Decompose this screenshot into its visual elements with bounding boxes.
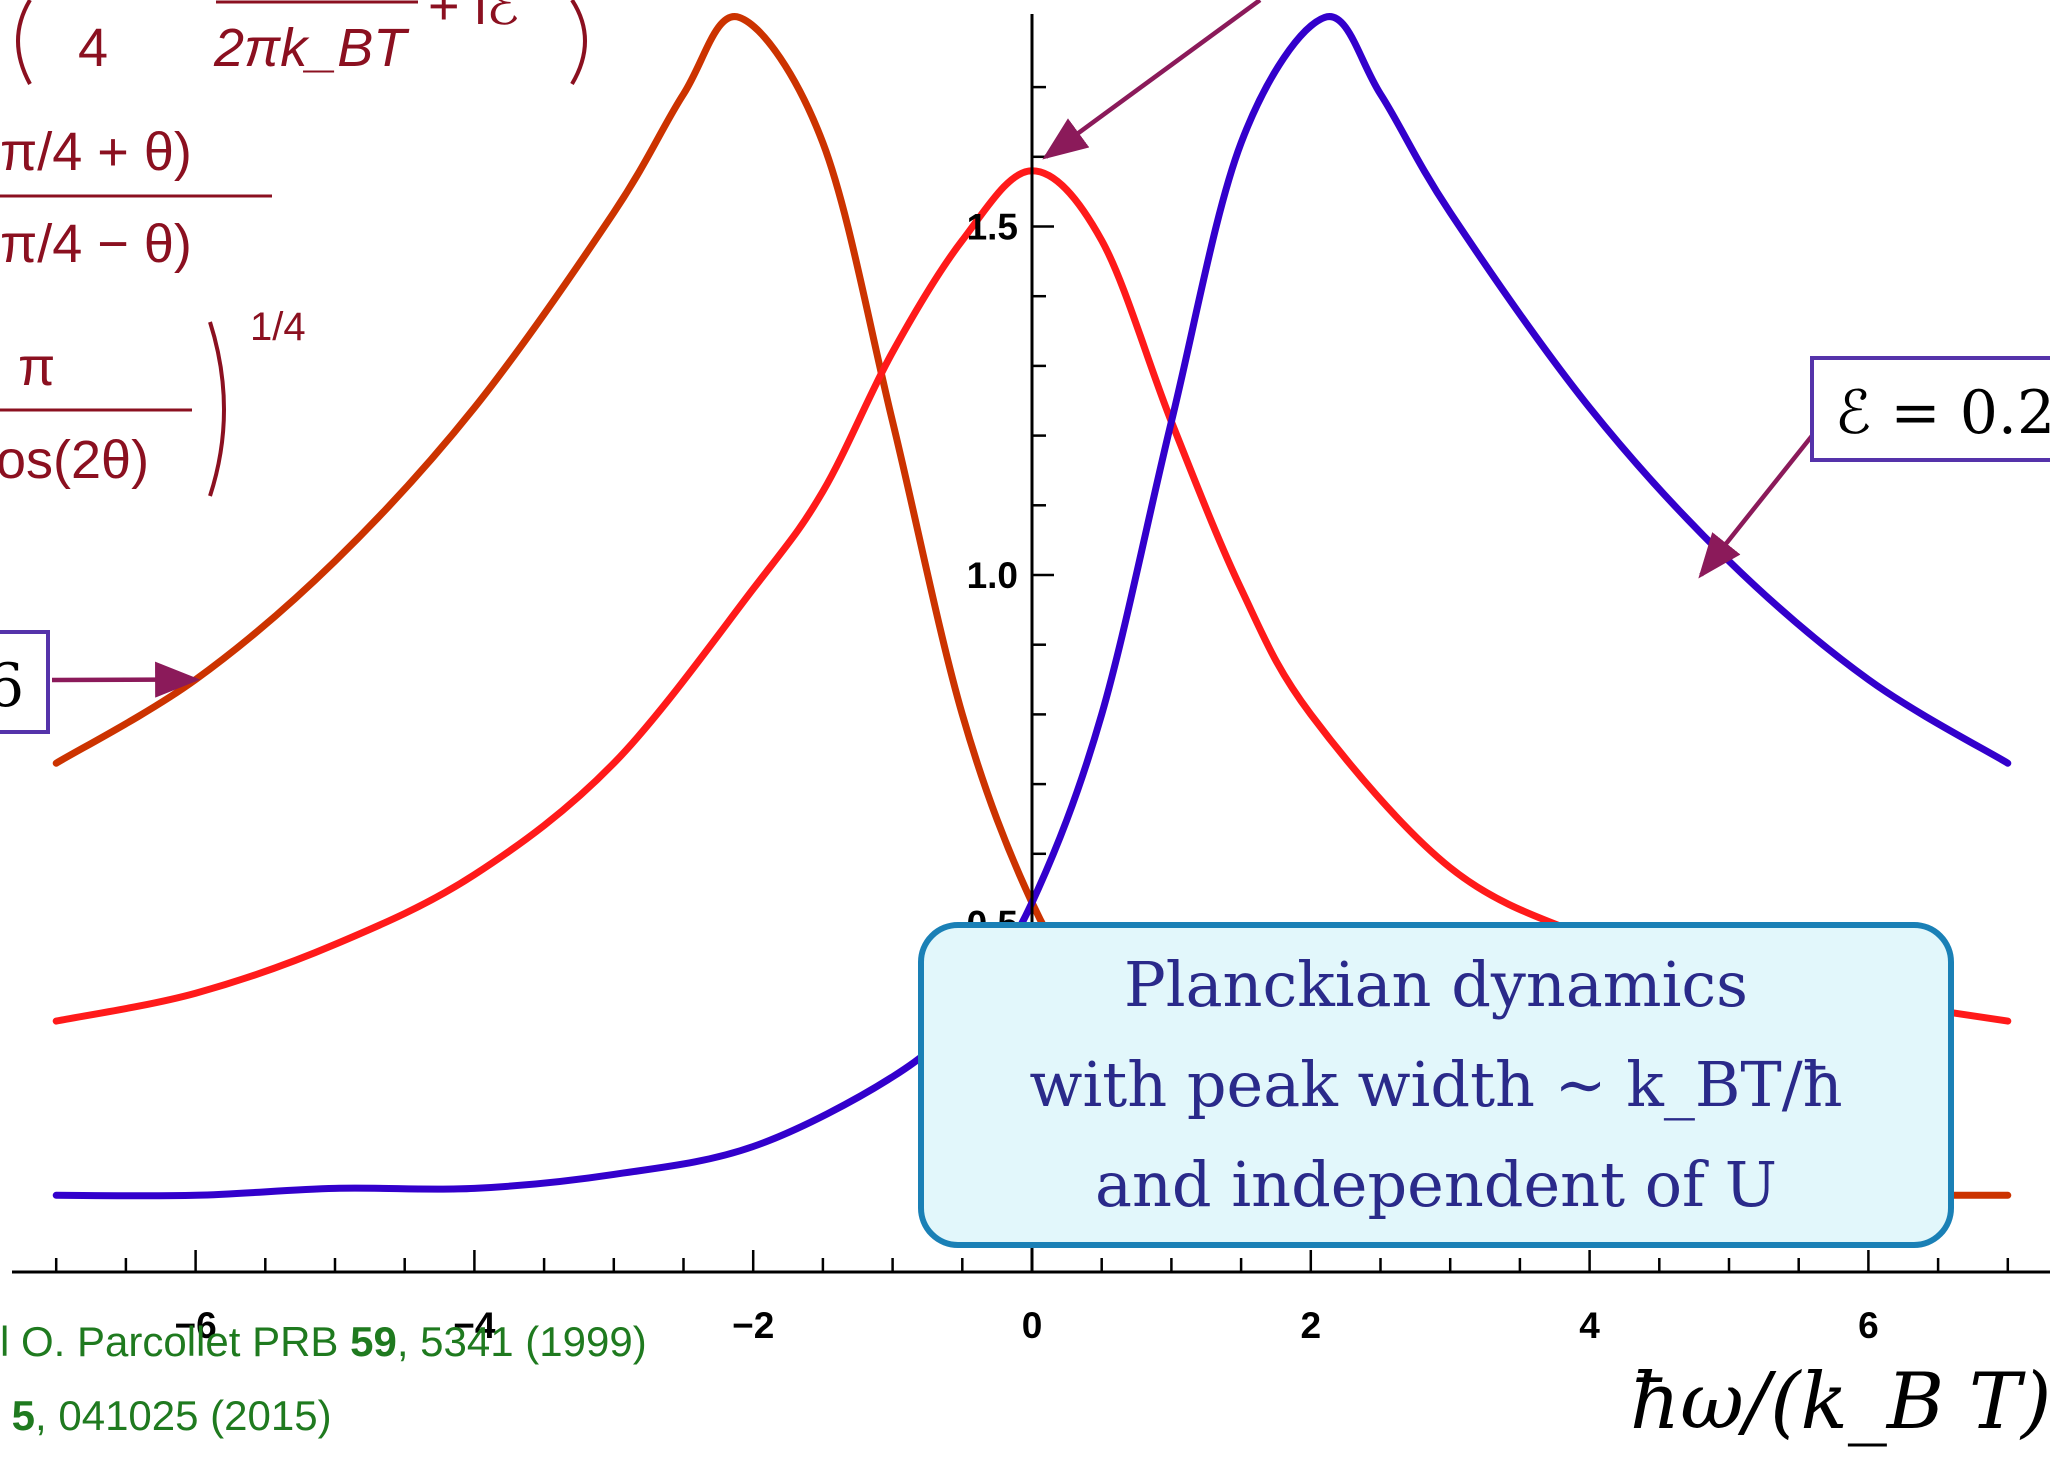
callout-line-3: and independent of U: [1095, 1135, 1777, 1235]
x-tick-label: 6: [1858, 1305, 1879, 1346]
formula-line3-num: π: [18, 337, 55, 397]
reference-1-volume: 59: [350, 1318, 397, 1365]
formula-line1-right: + iℰ: [428, 0, 519, 36]
label-6-box: 6: [0, 632, 48, 732]
formula-line1-left: 4: [78, 18, 108, 78]
reference-1-prefix: l O. Parcollet PRB: [0, 1318, 350, 1365]
formula-left-paren: [18, 0, 30, 84]
formula-line1-den: 2πk_BT: [213, 18, 410, 78]
x-tick-label: 4: [1579, 1305, 1600, 1346]
formula-line2-den: (π/4 − θ): [0, 214, 192, 274]
y-tick-label: 1.5: [967, 207, 1018, 248]
label-e-text: ℰ = 0.2: [1835, 378, 2050, 448]
reference-line-1: l O. Parcollet PRB 59, 5341 (1999): [0, 1318, 647, 1366]
formula-line3-exp: 1/4: [250, 305, 306, 349]
x-tick-label: 0: [1022, 1305, 1043, 1346]
callout-line-2: with peak width ∼ k_BT/ħ: [1029, 1035, 1842, 1135]
annotation-arrow-1: [1701, 432, 1815, 575]
formula-line3-den: os(2θ): [0, 430, 149, 490]
y-tick-label: 1.0: [967, 555, 1018, 596]
label-e-box: ℰ = 0.2: [1812, 358, 2050, 460]
label-6-text: 6: [0, 651, 24, 721]
formula-line2-num: (π/4 + θ): [0, 122, 192, 182]
x-axis-label: ħω/(k_B T): [1630, 1357, 2050, 1447]
reference-2-volume: 5: [12, 1392, 35, 1439]
callout-line-1: Planckian dynamics: [1124, 935, 1748, 1035]
reference-1-suffix: , 5341 (1999): [397, 1318, 647, 1365]
x-tick-label: 2: [1301, 1305, 1322, 1346]
callout-box: Planckian dynamics with peak width ∼ k_B…: [918, 922, 1954, 1248]
formula: 4 2πk_BT + iℰ (π/4 + θ) (π/4 − θ) π os(2…: [0, 0, 585, 496]
annotation-arrow-3: [1046, 0, 1260, 157]
x-tick-label: −2: [732, 1305, 774, 1346]
formula-line3-paren: [210, 322, 224, 496]
reference-2-prefix: (: [0, 1392, 12, 1439]
reference-line-2: ( 5, 041025 (2015): [0, 1392, 332, 1440]
reference-2-suffix: , 041025 (2015): [35, 1392, 332, 1439]
formula-right-paren: [572, 0, 585, 84]
